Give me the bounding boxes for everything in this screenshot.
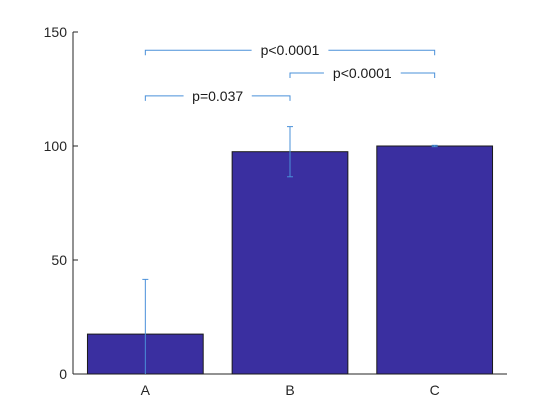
x-tick-label: B: [285, 382, 294, 398]
bar-B: [231, 151, 349, 375]
y-tick-label: 50: [51, 252, 67, 268]
bracket-line: [289, 72, 436, 79]
bracket-line: [144, 95, 291, 101]
p-value-label: p<0.0001: [333, 65, 392, 81]
bars: [86, 145, 494, 375]
error-bars: [142, 126, 438, 374]
bar-C: [376, 145, 494, 375]
x-tick-label: A: [141, 382, 151, 398]
significance-bracket: p<0.0001: [289, 65, 436, 81]
p-value-label: p=0.037: [192, 88, 243, 104]
significance-bracket: p<0.0001: [144, 42, 436, 58]
x-tick-label: C: [430, 382, 440, 398]
bracket-line: [144, 49, 436, 56]
p-value-label: p<0.0001: [261, 42, 320, 58]
significance-annotations: p<0.0001 p<0.0001 p=0.037: [144, 42, 436, 104]
y-tick-label: 100: [44, 138, 68, 154]
y-tick-label: 150: [44, 24, 68, 40]
y-tick-label: 0: [59, 366, 67, 382]
significance-bracket: p=0.037: [144, 88, 291, 104]
